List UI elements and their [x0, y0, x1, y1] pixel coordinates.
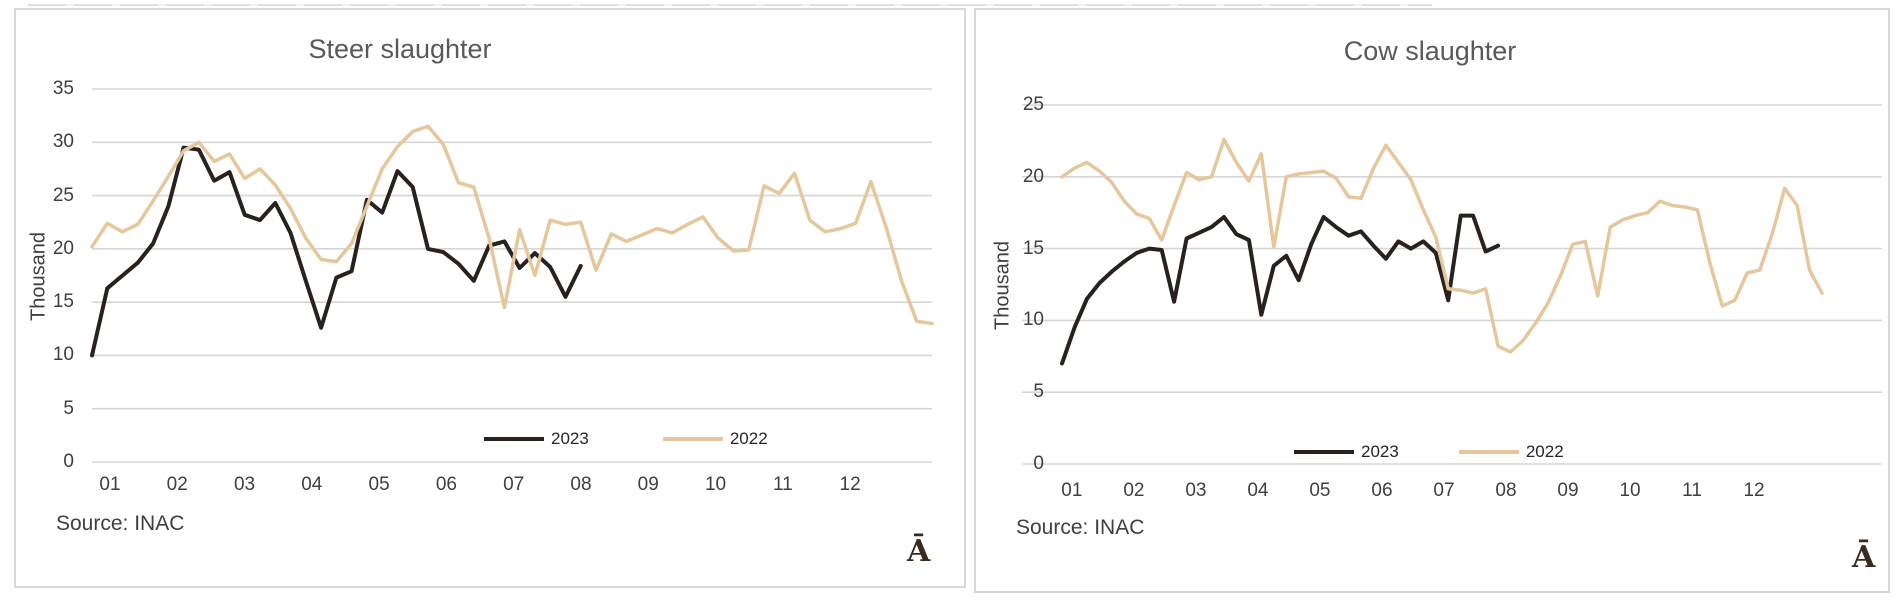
series-line-2023 — [90, 145, 583, 358]
plot-area — [1022, 104, 1882, 465]
x-axis-tick-label: 03 — [233, 474, 256, 495]
x-axis-tick-label: 07 — [1433, 480, 1455, 501]
x-axis-tick-label: 01 — [99, 474, 121, 495]
legend-entry-2023: 2023 — [1294, 442, 1399, 462]
x-axis-tick-label: 05 — [368, 474, 390, 495]
legend-entry-2022: 2022 — [1458, 442, 1564, 462]
steer-slaughter-chart-panel: Steer slaughter Thousand 35 30 25 20 15 10 5 0 0… — [14, 8, 966, 588]
x-axis-tick-label: 04 — [301, 474, 323, 495]
legend: 2023 2022 — [484, 429, 768, 449]
source-note: Source: INAC — [1016, 516, 1145, 539]
x-axis-tick-label: 01 — [1061, 480, 1083, 501]
y-axis-tick-label: 25 — [52, 184, 74, 206]
y-axis-tick-label: 15 — [1022, 237, 1044, 259]
x-axis-tick-label: 06 — [1371, 480, 1393, 501]
legend-swatch-2022 — [1458, 450, 1519, 454]
legend: 2023 2022 — [1294, 442, 1564, 462]
y-axis-tick-label: 25 — [1022, 94, 1044, 115]
legend-entry-2023: 2023 — [484, 429, 589, 449]
x-axis-tick-label: 10 — [1619, 480, 1641, 501]
cropped-text-artifact — [28, 4, 1432, 6]
source-note: Source: INAC — [56, 512, 185, 535]
y-axis-tick-label: 10 — [52, 344, 74, 366]
plot-area — [90, 88, 934, 463]
chart-title: Cow slaughter — [1343, 36, 1517, 66]
y-axis-tick-label: 35 — [52, 78, 74, 99]
series-line-2022 — [1060, 137, 1824, 354]
x-axis-tick-label: 09 — [1557, 480, 1579, 501]
legend-swatch-2023 — [484, 437, 544, 441]
watermark-glyph: Ā — [1852, 540, 1876, 575]
y-axis-tick-label: 5 — [1033, 381, 1044, 403]
watermark-glyph: Ā — [907, 534, 931, 569]
legend-label-2022: 2022 — [729, 429, 768, 448]
x-axis-tick-label: 07 — [503, 474, 525, 495]
y-axis-tick-label: 0 — [63, 451, 74, 472]
x-axis-tick-label: 08 — [570, 474, 592, 495]
chart-title: Steer slaughter — [308, 34, 492, 64]
x-axis-tick-label: 05 — [1309, 480, 1331, 501]
cow-slaughter-chart-panel: Cow slaughter Thousand 25 20 15 10 5 0 01 02 03 0… — [974, 8, 1890, 593]
x-axis-tick-label: 10 — [704, 474, 727, 495]
series-line-2022 — [90, 124, 934, 326]
x-axis-tick-label: 04 — [1247, 480, 1269, 501]
x-axis-tick-label: 09 — [637, 474, 659, 495]
legend-swatch-2023 — [1294, 450, 1354, 454]
x-axis-tick-label: 02 — [166, 474, 188, 495]
y-axis-tick-label: 20 — [52, 237, 74, 259]
x-axis-tick-label: 02 — [1123, 480, 1145, 501]
x-axis-tick-label: 06 — [435, 474, 457, 495]
y-axis-tick-label: 15 — [52, 291, 74, 313]
x-axis-tick-label: 08 — [1495, 480, 1517, 501]
y-axis-tick-label: 0 — [1033, 453, 1044, 474]
x-axis-tick-label: 03 — [1185, 480, 1207, 501]
legend-swatch-2022 — [662, 437, 723, 441]
legend-label-2023: 2023 — [1361, 442, 1399, 461]
y-axis-tick-label: 30 — [52, 131, 74, 153]
y-axis-tick-label: 5 — [63, 397, 74, 419]
legend-entry-2022: 2022 — [662, 429, 768, 449]
series-line-2023 — [1060, 213, 1501, 366]
x-axis-tick-label: 11 — [772, 474, 793, 495]
y-axis-tick-label: 20 — [1022, 165, 1044, 187]
y-axis-tick-label: 10 — [1022, 309, 1044, 331]
x-axis-tick-label: 12 — [1743, 480, 1765, 501]
legend-label-2022: 2022 — [1525, 442, 1564, 461]
x-axis-tick-label: 12 — [839, 474, 861, 495]
legend-label-2023: 2023 — [551, 429, 589, 448]
x-axis-tick-label: 11 — [1682, 480, 1702, 501]
